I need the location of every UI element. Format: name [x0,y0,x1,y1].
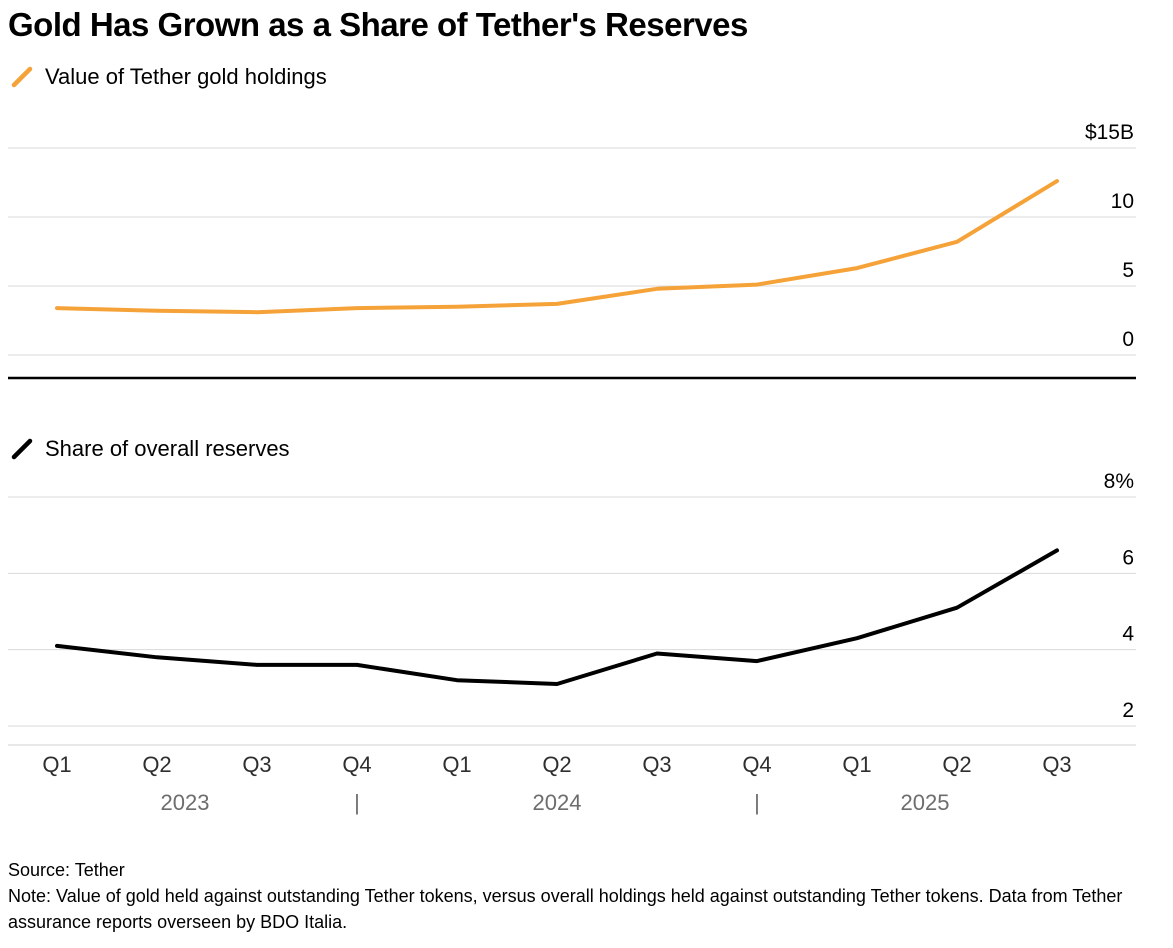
y-tick-label: 5 [1122,259,1134,282]
note-line: Note: Value of gold held against outstan… [8,885,1123,932]
source-line: Source: Tether [8,860,125,880]
reserves-share-chart: 2 4 6 8% [8,470,1136,746]
x-tick-label: Q3 [1042,752,1072,777]
reserves-share-line [55,548,1059,686]
y-tick-label: $15B [1085,121,1134,144]
black-line-swatch-icon [11,438,33,460]
x-tick-label: Q2 [542,752,572,777]
x-tick-label: Q4 [742,752,772,777]
gold-holdings-line [55,179,1059,315]
year-label: 2024 [532,790,582,815]
x-axis: Q1 Q2 Q3 Q4 Q1 Q2 Q3 Q4 Q1 Q2 Q3 [0,752,1173,782]
y-tick-label: 2 [1122,699,1134,722]
year-label: 2025 [900,790,950,815]
x-tick-label: Q4 [342,752,372,777]
x-axis-years: 2023 2024 2025 | | [0,790,1173,818]
legend-label-share-reserves: Share of overall reserves [45,436,290,461]
legend-label-gold-holdings: Value of Tether gold holdings [45,64,327,89]
footer: Source: Tether Note: Value of gold held … [8,858,1160,936]
y-tick-label: 0 [1122,328,1134,351]
x-tick-label: Q3 [642,752,672,777]
y-tick-label: 8% [1104,470,1134,493]
legend-share-reserves: Share of overall reserves [10,436,290,462]
gold-line-swatch-icon [11,66,33,88]
x-tick-label: Q1 [442,752,472,777]
x-tick-label: Q1 [42,752,72,777]
x-tick-label: Q3 [242,752,272,777]
gold-holdings-chart: 0 5 10 $15B [8,121,1136,380]
y-tick-label: 6 [1122,546,1134,569]
x-tick-label: Q1 [842,752,872,777]
legend-gold-holdings: Value of Tether gold holdings [10,64,327,90]
x-tick-label: Q2 [942,752,972,777]
x-tick-label: Q2 [142,752,172,777]
year-separator: | [754,790,760,815]
y-tick-label: 4 [1122,623,1134,646]
year-separator: | [354,790,360,815]
year-label: 2023 [160,790,210,815]
y-tick-label: 10 [1111,190,1134,213]
chart-title: Gold Has Grown as a Share of Tether's Re… [8,6,748,43]
